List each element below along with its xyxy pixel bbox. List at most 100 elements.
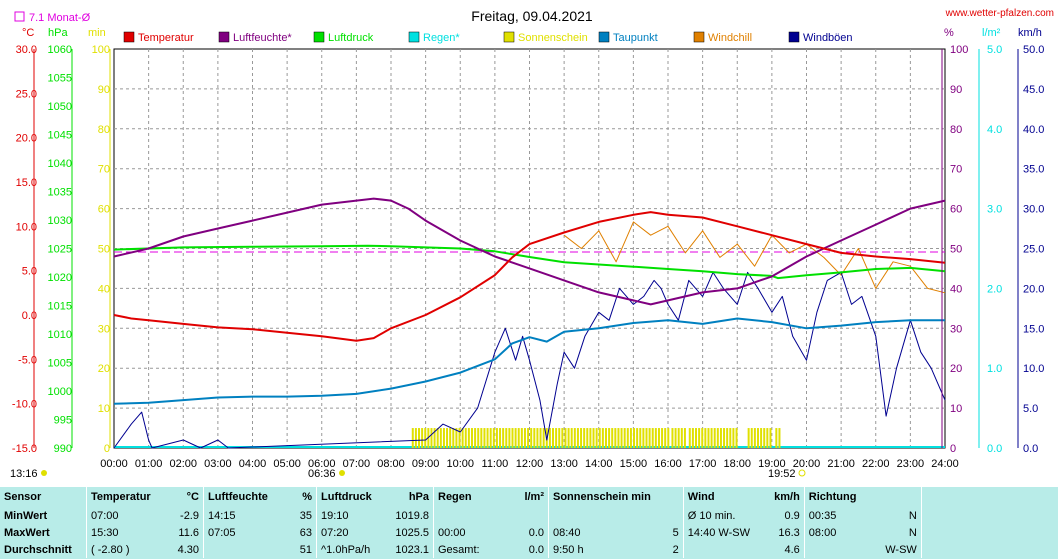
x-tick: 04:00 <box>239 458 267 470</box>
hdr-hum-unit: % <box>290 487 317 507</box>
sunshine-bar <box>520 428 523 448</box>
humidity-axis-tick: 20 <box>950 363 962 375</box>
legend-swatch <box>123 31 135 43</box>
wind-axis-tick: 35.0 <box>1023 164 1044 176</box>
cell: 07:20 <box>321 526 349 539</box>
sunset-icon <box>798 469 806 477</box>
sunrise-time: 06:36 <box>308 468 336 480</box>
sunshine-bar <box>671 428 674 448</box>
sunshine-bar <box>710 428 713 448</box>
cell: 4.6 <box>765 541 805 558</box>
sunshine-bar <box>502 428 505 448</box>
sunshine-bar <box>763 428 766 448</box>
hdr-press-unit: hPa <box>387 487 434 507</box>
rain-axis-tick: 5.0 <box>987 44 1002 56</box>
unit-label-wind: km/h <box>1018 27 1042 39</box>
sunshine-bar <box>533 428 536 448</box>
x-tick: 16:00 <box>654 458 682 470</box>
hdr-dir: Richtung <box>808 491 857 503</box>
sunshine-bar <box>548 428 551 448</box>
sunshine-bar <box>458 428 461 448</box>
hdr-rain: Regen <box>438 491 472 503</box>
statistics-panel: Sensor Temperatur °C Luftfeuchte % Luftd… <box>0 487 1058 559</box>
cell: 14:40 W-SW <box>687 526 750 539</box>
x-tick: 09:00 <box>412 458 440 470</box>
cell: N <box>872 524 922 541</box>
sunshine-bar <box>698 428 701 448</box>
site-link[interactable]: www.wetter-pfalzen.com <box>945 8 1054 19</box>
cell: 08:40 <box>553 526 581 539</box>
x-tick: 21:00 <box>827 458 855 470</box>
sunshine-bar <box>626 428 629 448</box>
rain-axis-tick: 3.0 <box>987 204 1002 216</box>
temp-axis-tick: 30.0 <box>16 44 37 56</box>
row-label: Durchschnitt <box>0 541 87 558</box>
sunshine-bar <box>527 428 530 448</box>
sunshine-bar <box>470 428 473 448</box>
sun-axis-tick: 90 <box>98 84 110 96</box>
x-tick: 06:00 <box>308 458 336 470</box>
row-max: MaxWert 15:30 11.6 07:05 63 07:20 1025.5 00… <box>0 524 1058 541</box>
sunshine-bar <box>480 428 483 448</box>
x-tick: 19:00 <box>758 458 786 470</box>
legend-label: Taupunkt <box>613 32 658 44</box>
legend-label: Windchill <box>708 32 752 44</box>
cell <box>683 541 766 558</box>
sunshine-bar <box>688 428 691 448</box>
legend-swatch <box>693 31 705 43</box>
sunshine-bar <box>558 428 561 448</box>
sun-axis-tick: 10 <box>98 403 110 415</box>
cell: 9:50 h <box>553 543 584 556</box>
cell: 0.0 <box>510 541 549 558</box>
sunshine-bar <box>561 428 564 448</box>
sunshine-bar <box>629 428 632 448</box>
wind-axis-tick: 30.0 <box>1023 204 1044 216</box>
sunshine-bar <box>580 428 583 448</box>
series-windchill <box>563 221 946 294</box>
cell: 16.3 <box>765 524 805 541</box>
sunshine-bar <box>492 428 495 448</box>
sunshine-bar <box>620 428 623 448</box>
series-windben <box>113 271 946 449</box>
temp-axis-tick: 15.0 <box>16 177 37 189</box>
cell: 1025.5 <box>387 524 434 541</box>
cell: 1019.8 <box>387 507 434 524</box>
humidity-axis-tick: 50 <box>950 244 962 256</box>
sunshine-bar <box>732 428 735 448</box>
pressure-axis-tick: 995 <box>54 415 72 427</box>
moon-icon <box>41 470 47 476</box>
sunshine-bar <box>701 428 704 448</box>
pressure-axis-tick: 990 <box>54 443 72 455</box>
cell: 19:10 <box>321 509 349 522</box>
sunrise-icon <box>339 470 345 476</box>
cell: -2.9 <box>167 507 204 524</box>
sunshine-bar <box>567 428 570 448</box>
sunshine-bar <box>595 428 598 448</box>
wind-axis-tick: 40.0 <box>1023 124 1044 136</box>
sunshine-bar <box>601 428 604 448</box>
series-luftdruck <box>113 244 946 280</box>
sunshine-bar <box>430 428 433 448</box>
pressure-axis-tick: 1055 <box>48 73 72 85</box>
sunshine-bar <box>695 428 698 448</box>
cell <box>804 541 873 558</box>
sunshine-bar <box>680 428 683 448</box>
wind-axis-tick: 20.0 <box>1023 283 1044 295</box>
hdr-sensor: Sensor <box>0 487 87 507</box>
sunshine-bar <box>542 428 545 448</box>
humidity-axis-tick: 70 <box>950 164 962 176</box>
pressure-axis-tick: 1000 <box>48 386 72 398</box>
sunshine-bar <box>589 428 592 448</box>
hdr-rain-unit: l/m² <box>510 487 549 507</box>
temp-axis-tick: 10.0 <box>16 221 37 233</box>
hdr-temp: Temperatur <box>91 491 151 503</box>
x-tick: 00:00 <box>100 458 128 470</box>
temp-axis-tick: -10.0 <box>12 399 37 411</box>
x-tick: 10:00 <box>446 458 474 470</box>
month-avg-label: 7.1 Monat-Ø <box>29 12 91 24</box>
sunshine-bar <box>766 428 769 448</box>
temp-axis-tick: -5.0 <box>18 354 37 366</box>
sunshine-bar <box>414 428 417 448</box>
unit-label-pressure: hPa <box>48 27 68 39</box>
x-tick: 05:00 <box>273 458 301 470</box>
